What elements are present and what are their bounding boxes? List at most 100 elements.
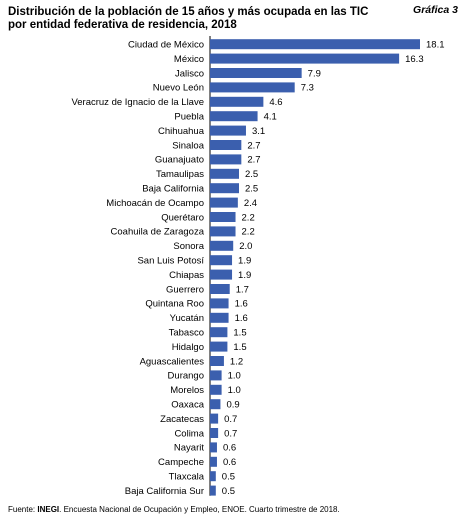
bar [210, 111, 258, 122]
data-label: 0.6 [223, 443, 236, 454]
data-label: 2.7 [247, 140, 260, 151]
category-label: Durango [168, 371, 204, 382]
data-label: 1.6 [235, 313, 248, 324]
category-label: Veracruz de Ignacio de la Llave [71, 97, 204, 108]
bar [210, 428, 219, 438]
data-label: 1.2 [230, 356, 243, 367]
data-label: 7.9 [308, 68, 321, 79]
data-label: 1.5 [233, 328, 246, 339]
data-label: 1.9 [238, 270, 251, 281]
category-label: Baja California [142, 184, 204, 195]
bar [210, 197, 238, 208]
bar [210, 442, 217, 453]
bar [210, 456, 217, 467]
bar [210, 183, 240, 194]
category-label: Ciudad de México [128, 40, 204, 51]
data-label: 1.0 [228, 371, 241, 382]
data-label: 16.3 [405, 54, 424, 65]
data-label: 1.7 [236, 284, 249, 295]
category-label: Nayarit [174, 443, 204, 454]
bar [210, 327, 228, 338]
data-label: 2.0 [239, 241, 252, 252]
bar [210, 68, 302, 78]
data-label: 2.7 [247, 155, 260, 166]
bar-chart: Ciudad de México 18.1 México 16.3 Jalisco 7.9… [71, 36, 445, 497]
bar [210, 255, 233, 266]
source-prefix: Fuente: [8, 505, 38, 514]
bar [210, 269, 233, 280]
category-label: Chihuahua [158, 126, 205, 137]
category-label: Quintana Roo [145, 299, 204, 310]
category-label: Coahuila de Zaragoza [111, 227, 205, 238]
category-label: Michoacán de Ocampo [106, 198, 204, 209]
category-label: Chiapas [169, 270, 204, 281]
category-label: Guanajuato [155, 155, 204, 166]
category-label: Tamaulipas [156, 169, 204, 180]
bar [210, 226, 236, 237]
category-label: Campeche [158, 457, 204, 468]
category-label: Oaxaca [171, 400, 204, 411]
data-label: 0.6 [223, 457, 236, 468]
data-label: 4.1 [264, 112, 277, 123]
data-label: 1.9 [238, 256, 251, 267]
bar [210, 53, 400, 64]
bar [210, 399, 221, 410]
data-label: 0.7 [224, 428, 237, 439]
data-label: 2.4 [244, 198, 257, 209]
category-label: Baja California Sur [125, 486, 204, 497]
category-label: Colima [174, 428, 204, 439]
bar [210, 140, 242, 150]
data-label: 7.3 [301, 83, 314, 94]
category-label: Zacatecas [160, 414, 204, 425]
category-label: San Luis Potosí [137, 256, 204, 267]
source-org: INEGI [37, 505, 60, 514]
category-label: Querétaro [161, 212, 204, 223]
category-label: Sinaloa [172, 140, 204, 151]
bar [210, 168, 240, 179]
data-label: 0.9 [226, 400, 239, 411]
bar [210, 356, 224, 366]
bar [210, 341, 228, 352]
bar [210, 298, 229, 309]
category-label: Tabasco [169, 328, 204, 339]
data-label: 2.5 [245, 169, 258, 180]
bar [210, 312, 229, 323]
bar [210, 240, 234, 251]
data-label: 2.5 [245, 184, 258, 195]
category-label: Yucatán [170, 313, 204, 324]
category-label: Tlaxcala [169, 472, 205, 483]
data-label: 2.2 [242, 212, 255, 223]
category-label: Jalisco [175, 68, 204, 79]
data-label: 18.1 [426, 40, 445, 51]
chart-title-line-2: por entidad federativa de residencia, 20… [8, 19, 237, 31]
data-label: 0.5 [222, 472, 235, 483]
category-label: México [174, 54, 204, 65]
category-label: Aguascalientes [140, 356, 205, 367]
data-label: 4.6 [269, 97, 282, 108]
bar [210, 384, 222, 395]
bar [210, 471, 216, 482]
category-label: Morelos [170, 385, 204, 396]
bar [210, 212, 236, 222]
category-label: Sonora [173, 241, 204, 252]
source-note: Fuente: INEGI. Encuesta Nacional de Ocup… [8, 505, 340, 514]
bar [210, 82, 295, 93]
bar [210, 154, 242, 165]
bar [210, 485, 216, 496]
chart-title-line-1: Distribución de la población de 15 años … [8, 6, 369, 18]
data-label: 3.1 [252, 126, 265, 137]
figure-number: Gráfica 3 [413, 4, 458, 16]
data-label: 2.2 [242, 227, 255, 238]
bar [210, 96, 264, 107]
data-label: 1.0 [228, 385, 241, 396]
bar [210, 284, 230, 294]
data-label: 1.5 [233, 342, 246, 353]
data-label: 0.7 [224, 414, 237, 425]
source-text: . Encuesta Nacional de Ocupación y Emple… [59, 505, 340, 514]
data-label: 0.5 [222, 486, 235, 497]
bar [210, 39, 420, 50]
category-label: Guerrero [166, 284, 204, 295]
bar [210, 413, 219, 424]
bar [210, 370, 222, 381]
category-label: Hidalgo [172, 342, 204, 353]
